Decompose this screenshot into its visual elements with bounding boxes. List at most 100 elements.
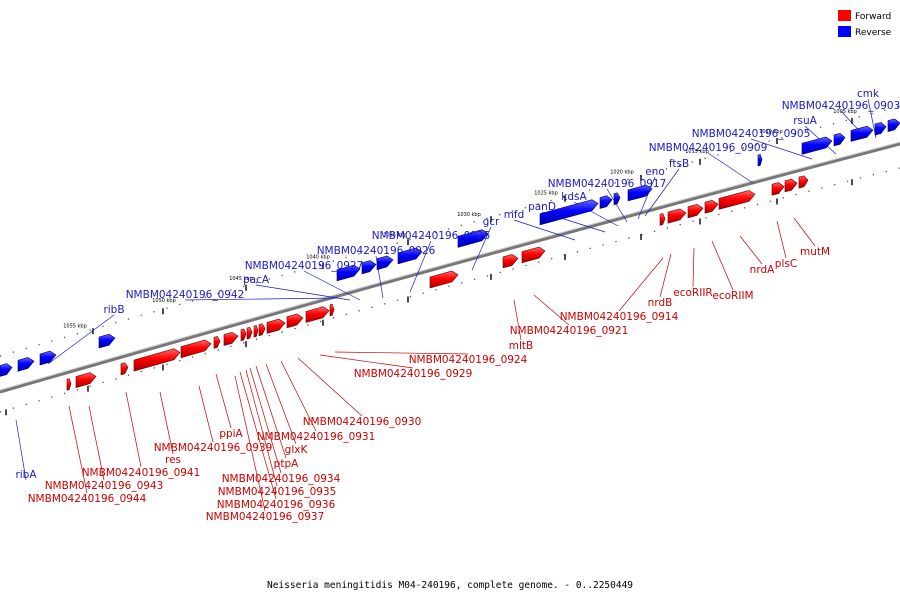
- forward-gene-label: ecoRIIM: [712, 290, 753, 302]
- reverse-gene-arrow: [757, 154, 763, 167]
- leader-line: [707, 152, 754, 184]
- forward-gene-label: ppiA: [219, 428, 243, 440]
- forward-gene-label: NMBM04240196_0934: [222, 473, 341, 485]
- forward-gene-label: nrdB: [648, 297, 673, 309]
- reverse-gene-label: kdsA: [561, 191, 587, 203]
- leader-line: [319, 354, 414, 369]
- forward-gene-label: mltB: [509, 340, 533, 352]
- leader-line: [88, 405, 105, 481]
- leader-line: [245, 369, 278, 487]
- scale-label: 1020 kbp: [610, 170, 634, 176]
- reverse-gene-arrow: [887, 118, 900, 132]
- forward-gene-label: plsC: [775, 258, 797, 270]
- reverse-gene-label: NMBM04240196_0942: [126, 289, 245, 301]
- reverse-gene-label: rsuA: [793, 115, 817, 127]
- leader-line: [867, 98, 877, 139]
- legend-reverse-swatch: [838, 26, 851, 37]
- leader-line: [606, 188, 628, 223]
- leader-line: [159, 391, 174, 455]
- genome-caption: Neisseria meningitidis M04-240196, compl…: [267, 580, 633, 591]
- forward-gene-arrow: [258, 323, 266, 337]
- reverse-gene-label: gcr: [483, 216, 500, 228]
- forward-gene-label: NMBM04240196_0935: [218, 486, 337, 498]
- leader-line: [793, 217, 816, 247]
- leader-line: [255, 284, 351, 301]
- leader-line: [692, 247, 695, 288]
- reverse-gene-arrow: [397, 247, 423, 265]
- reverse-gene-arrow: [17, 357, 35, 372]
- reverse-gene-arrow: [874, 122, 887, 136]
- scale-label: 1010 kbp: [759, 129, 783, 135]
- leader-line: [739, 235, 763, 265]
- forward-gene-arrow: [253, 325, 259, 338]
- forward-gene-arrow: [305, 306, 330, 323]
- forward-gene-label: ptpA: [274, 458, 299, 470]
- reverse-gene-arrow: [627, 184, 653, 202]
- forward-gene-label: NMBM04240196_0930: [303, 416, 422, 428]
- outer-dotted-track: [0, 105, 900, 357]
- reverse-gene-arrow: [457, 229, 489, 248]
- reverse-gene-label: NMBM04240196_0926: [317, 245, 436, 257]
- forward-gene-label: NMBM04240196_0936: [217, 499, 336, 511]
- legend-forward-label: Forward: [855, 12, 891, 22]
- forward-gene-arrow: [659, 213, 666, 226]
- leader-line: [125, 391, 142, 468]
- scale-label: 1005 kbp: [833, 109, 857, 115]
- tick-marks: [5, 117, 853, 416]
- leader-line: [184, 297, 339, 301]
- leader-line: [334, 351, 469, 355]
- forward-gene-arrow: [286, 313, 304, 329]
- label-leader-lines: [15, 98, 877, 512]
- reverse-gene-arrow: [336, 264, 361, 282]
- forward-gene-arrow: [798, 175, 809, 189]
- leader-line: [68, 405, 88, 494]
- legend-reverse-label: Reverse: [855, 28, 892, 38]
- reverse-gene-arrow: [850, 125, 874, 142]
- forward-gene-label: NMBM04240196_0931: [257, 431, 376, 443]
- reverse-gene-label: ftsB: [669, 158, 689, 170]
- forward-gene-arrow: [521, 246, 546, 264]
- reverse-gene-label: cmk: [857, 88, 880, 100]
- reverse-gene-arrow: [376, 255, 394, 271]
- forward-gene-arrow: [223, 331, 239, 346]
- leader-line: [265, 363, 297, 445]
- forward-gene-arrow: [329, 303, 335, 317]
- scale-label: 1050 kbp: [152, 298, 176, 304]
- leader-line: [249, 367, 282, 474]
- genome-backbone: [0, 142, 900, 394]
- leader-line: [659, 253, 672, 298]
- leader-line: [280, 360, 317, 432]
- forward-gene-arrow: [771, 182, 785, 196]
- legend-forward-swatch: [838, 10, 851, 21]
- forward-gene-arrow: [667, 208, 687, 224]
- forward-gene-arrow: [180, 339, 212, 359]
- leader-line: [303, 270, 361, 301]
- legend: Forward Reverse: [838, 10, 892, 38]
- scale-label: 1040 kbp: [306, 254, 330, 260]
- reverse-gene-label: NMBM04240196_0903: [782, 100, 900, 112]
- leader-line: [750, 138, 813, 160]
- forward-gene-arrow: [133, 348, 181, 372]
- reverse-gene-arrow: [833, 132, 846, 147]
- leader-line: [255, 365, 287, 459]
- leader-line: [239, 371, 277, 500]
- leader-line: [644, 168, 680, 217]
- forward-gene-label: NMBM04240196_0939: [154, 442, 273, 454]
- leader-line: [776, 220, 787, 259]
- forward-gene-label: NMBM04240196_0924: [409, 354, 528, 366]
- forward-gene-arrow: [213, 336, 221, 349]
- forward-gene-label: mutM: [800, 246, 830, 258]
- leader-line: [198, 385, 214, 443]
- forward-gene-arrow: [718, 190, 756, 210]
- reverse-gene-label: NMBM04240196_0925: [372, 230, 491, 242]
- forward-gene-arrow: [704, 199, 719, 214]
- reverse-gene-arrow: [613, 192, 621, 206]
- reverse-gene-label: ribB: [103, 304, 124, 316]
- scale-label: 1055 kbp: [63, 323, 87, 329]
- scale-labels: 1055 kbp 1050 kbp 1045 kbp 1040 kbp 1035 kbp…: [63, 109, 857, 330]
- forward-gene-arrow: [687, 203, 704, 219]
- forward-gene-label: NMBM04240196_0929: [354, 368, 473, 380]
- leader-line: [234, 375, 266, 512]
